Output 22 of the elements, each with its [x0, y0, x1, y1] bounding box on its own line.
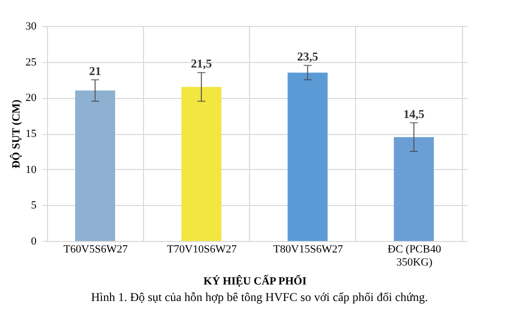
bar	[288, 72, 328, 241]
data-label: 21	[89, 64, 102, 78]
data-label: 21,5	[190, 56, 212, 71]
bar	[181, 86, 222, 241]
y-tick-label: 20	[26, 92, 37, 104]
y-axis-title: ĐỘ SỤT (CM)	[10, 99, 22, 168]
x-tick-label: T70V10S6W27	[167, 244, 238, 256]
y-tick-label: 15	[26, 128, 37, 140]
x-tick-label: T60V5S6W27	[64, 244, 128, 256]
x-tick-label: T80V15S6W27	[273, 244, 344, 256]
y-tick-label: 30	[26, 20, 37, 32]
data-label: 14,5	[403, 106, 424, 121]
y-tick-label: 0	[31, 236, 37, 248]
x-axis-title: KÝ HIỆU CẤP PHỐI	[204, 274, 306, 288]
y-tick-label: 5	[31, 200, 37, 212]
bar	[394, 137, 434, 241]
x-tick-label: ĐC (PCB40 350KG)	[388, 244, 442, 268]
data-label: 23,5	[297, 49, 318, 64]
bar	[75, 90, 116, 241]
y-tick-label: 10	[26, 164, 37, 176]
y-tick-label: 25	[26, 56, 37, 68]
text: Hình 1. Độ sụt của hỗn hợp bê tông HVFC so với cấp phối đối chứng.	[90, 290, 429, 305]
